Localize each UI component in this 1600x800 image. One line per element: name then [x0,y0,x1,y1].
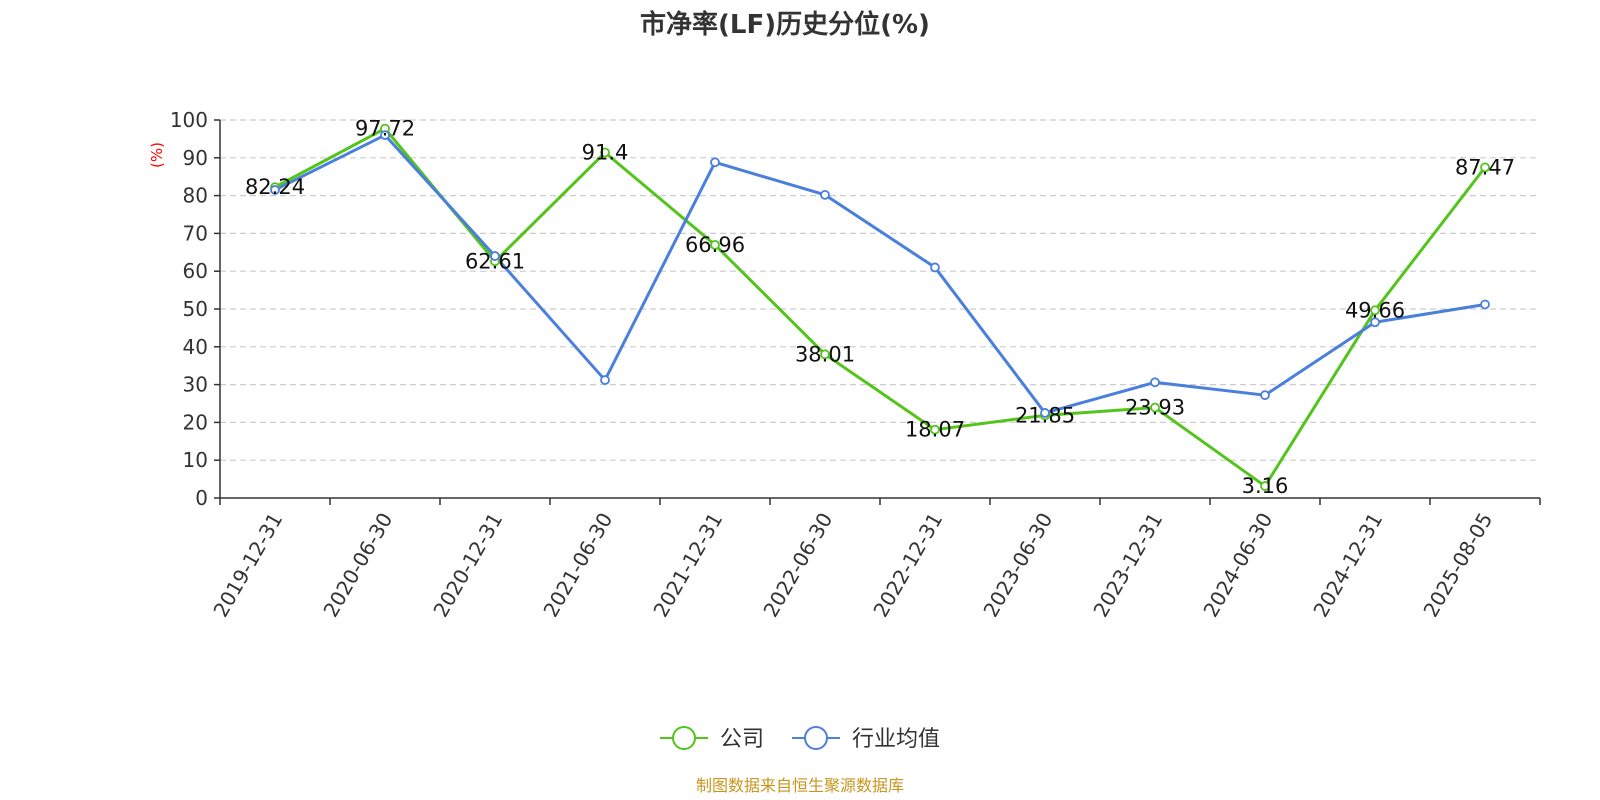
data-point-1 [710,157,720,168]
x-tick-label: 2019-12-31 [208,509,287,622]
legend-marker-icon [672,726,696,750]
data-point-1 [930,262,940,273]
data-label: 87.47 [1455,155,1515,179]
data-point-1 [820,189,830,200]
x-tick-label: 2025-08-05 [1418,509,1497,622]
data-point-1 [1040,408,1050,418]
y-tick-label: 90 [183,146,208,170]
legend[interactable]: 公司 行业均值 [660,726,940,752]
y-tick-label: 10 [183,448,208,472]
data-point-0 [1480,162,1490,173]
data-point-0 [600,147,610,158]
data-label: 23.93 [1125,396,1185,420]
data-label: 21.85 [1015,403,1075,427]
data-point-1 [600,375,610,385]
data-point-1 [380,130,390,141]
legend-marker-icon [804,726,828,750]
y-tick-label: 40 [183,335,208,359]
chart-title: 市净率(LF)历史分位(%) [640,9,930,40]
data-label: 97.72 [355,117,415,141]
data-point-0 [710,239,720,250]
data-point-0 [1260,481,1270,491]
data-label: 38.01 [795,342,855,366]
y-tick-label: 60 [183,259,208,283]
data-label: 3.16 [1242,474,1289,498]
x-tick-label: 2022-06-30 [758,509,837,622]
source-note: 制图数据来自恒生聚源数据库 [696,776,904,795]
data-point-0 [1150,402,1160,413]
series-layer [270,123,1490,491]
data-point-1 [1150,377,1160,388]
series-line-0 [274,127,1487,488]
legend-label: 公司 [720,727,764,752]
y-tick-label: 80 [183,184,208,208]
x-tick-label: 2021-12-31 [648,509,727,622]
x-tick-label: 2023-06-30 [978,509,1057,622]
x-tick-label: 2021-06-30 [538,509,617,622]
x-tick-label: 2022-12-31 [868,509,947,622]
y-tick-label: 100 [170,108,208,132]
legend-item-1[interactable]: 行业均值 [792,726,940,752]
x-tick-label: 2024-12-31 [1308,509,1387,622]
y-tick-label: 70 [183,221,208,245]
x-tick-label: 2024-06-30 [1198,509,1277,622]
data-point-1 [1260,390,1270,401]
grid-lines [220,119,1540,461]
data-label: 49.66 [1345,298,1405,322]
data-point-1 [1480,299,1490,310]
data-label: 62.61 [465,249,525,273]
legend-item-0[interactable]: 公司 [660,726,764,752]
data-label: 18.07 [905,418,965,442]
x-tick-label: 2020-12-31 [428,509,507,622]
series-line-1 [274,133,1486,415]
y-tick-label: 20 [183,410,208,434]
data-point-1 [270,185,280,195]
y-tick-label: 50 [183,297,208,321]
data-label: 82.24 [245,175,305,199]
y-axis-label: (%) [148,142,166,168]
data-label: 91.4 [582,141,629,165]
y-tick-label: 0 [195,486,208,510]
data-point-0 [1370,305,1380,316]
data-point-1 [490,251,500,261]
data-point-0 [930,424,940,435]
x-tick-label: 2023-12-31 [1088,509,1167,622]
legend-label: 行业均值 [852,727,940,752]
data-labels: 82.24 97.72 62.61 91.4 66.96 38.01 18.07 21.85 2… [245,117,1515,498]
x-tick-label: 2020-06-30 [318,509,397,622]
data-point-1 [1370,317,1380,328]
data-label: 66.96 [685,233,745,257]
data-point-0 [820,349,830,360]
y-tick-label: 30 [183,373,208,397]
